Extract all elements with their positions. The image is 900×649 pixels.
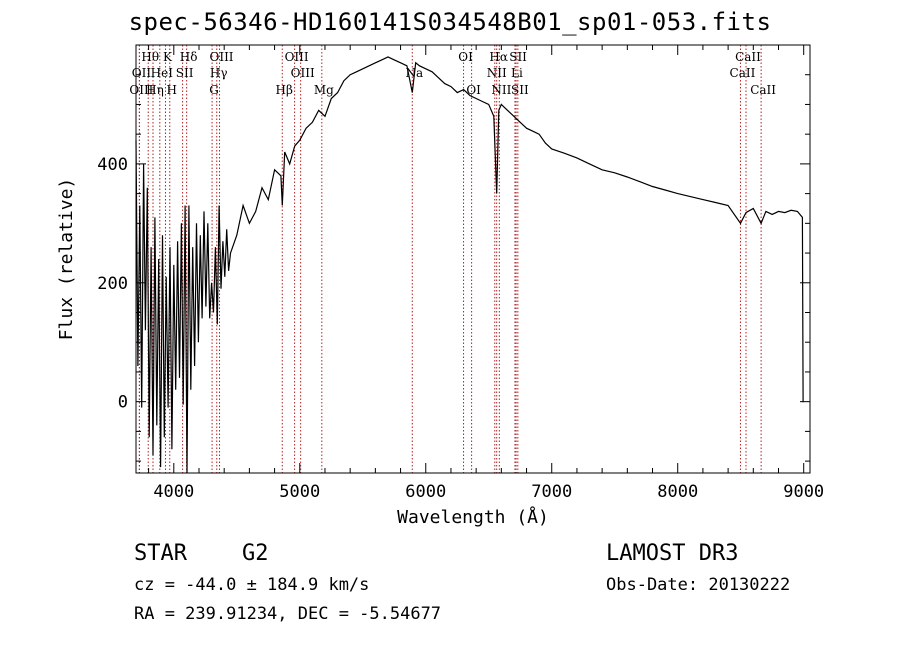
survey-label: LAMOST DR3 [606, 541, 739, 566]
object-class: STAR [134, 541, 187, 566]
spectral-line-label: NII [487, 66, 507, 80]
spectral-line-label: Mg [314, 83, 334, 97]
spectral-line-label: CaII [735, 50, 761, 64]
spectral-line-label: CaII [730, 66, 756, 80]
spectral-line-label: CaII [750, 83, 776, 97]
spectral-line-label: OI [466, 83, 481, 97]
spectral-line-label: OI [458, 50, 473, 64]
x-tick-label: 4000 [153, 482, 194, 502]
spectral-line-label: Na [405, 66, 423, 80]
plot-frame [135, 44, 811, 474]
x-axis-label: Wavelength (Å) [397, 506, 549, 528]
spectral-line-label: Hα [489, 50, 508, 64]
chart-title: spec-56346-HD160141S034548B01_sp01-053.f… [128, 8, 772, 36]
spectral-line-label: Hη [146, 83, 164, 97]
spectral-line-label: H [167, 83, 177, 97]
spectral-line-label: HeI [151, 66, 174, 80]
y-axis-label: Flux (relative) [56, 178, 77, 341]
object-subclass: G2 [242, 541, 269, 566]
spectral-line-label: NII [491, 83, 511, 97]
x-tick-label: 7000 [531, 482, 572, 502]
coordinates: RA = 239.91234, DEC = -5.54677 [134, 604, 442, 624]
spectral-line-label: OIII [291, 66, 315, 80]
redshift-cz: cz = -44.0 ± 184.9 km/s [134, 575, 370, 595]
spectral-line-label: Hδ [180, 50, 198, 64]
spectral-line-label: OIII [285, 50, 309, 64]
spectral-line-label: SII [509, 50, 527, 64]
spectral-line-label: OIII [209, 50, 233, 64]
spectral-line-label: Hγ [210, 66, 228, 80]
observation-date: Obs-Date: 20130222 [606, 575, 791, 595]
spectral-line-label: Hβ [276, 83, 293, 97]
x-tick-label: 8000 [657, 482, 698, 502]
spectral-line-label: SII [176, 66, 194, 80]
spectral-line-label: Hθ [141, 50, 159, 64]
spectral-line-label: K [163, 50, 173, 64]
x-tick-label: 9000 [783, 482, 824, 502]
flux-series-line [135, 56, 804, 474]
spectral-line-label: G [209, 83, 219, 97]
y-tick-label: 0 [118, 393, 128, 413]
spectral-line-label: OII [132, 66, 152, 80]
y-tick-label: 200 [97, 274, 128, 294]
spectral-line-label: Li [511, 66, 523, 80]
y-tick-label: 400 [97, 155, 128, 175]
spectral-line-label: OIII [129, 83, 153, 97]
x-tick-label: 5000 [279, 482, 320, 502]
x-tick-label: 6000 [405, 482, 446, 502]
spectral-line-label: SII [511, 83, 529, 97]
